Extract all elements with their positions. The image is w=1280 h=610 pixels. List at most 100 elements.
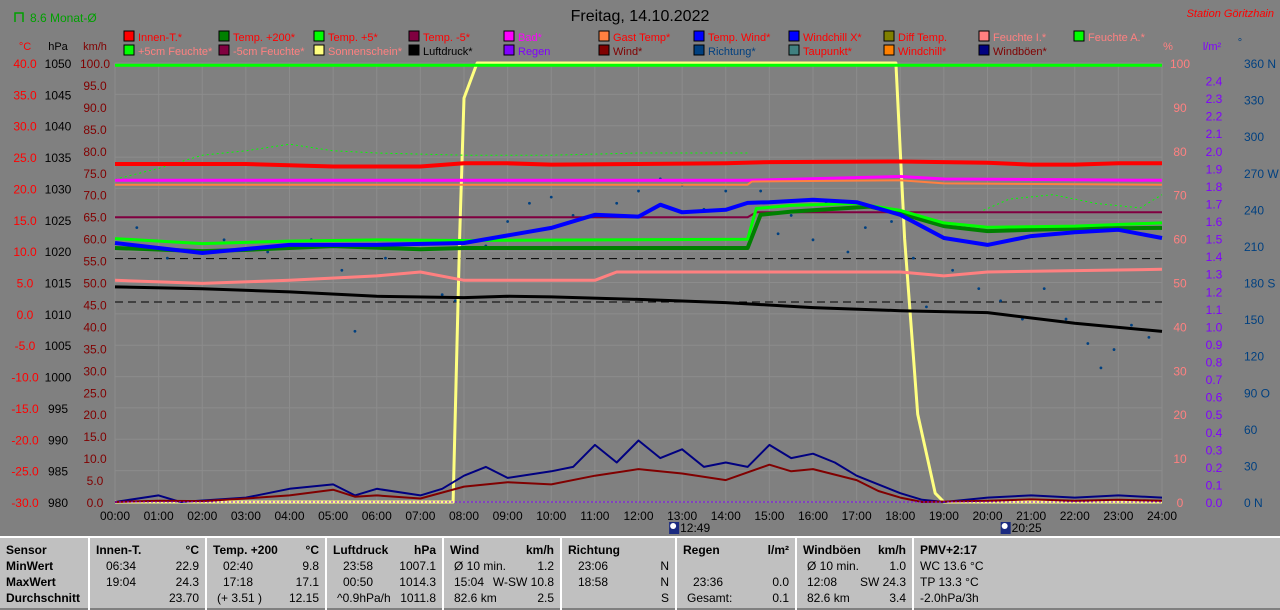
legend-item: Luftdruck* <box>423 46 473 58</box>
series-temp-5 <box>114 202 1163 246</box>
legend-item: Temp. -5* <box>423 32 471 44</box>
column-luftdruck: Luftdruck hPa 23:58 1007.1 00:50 1014.3 ^0.9hP… <box>325 538 442 610</box>
axis-tick-deg: 240 <box>1244 203 1264 217</box>
axis-tick-pct: 80 <box>1173 145 1187 159</box>
legend-swatch <box>503 30 515 42</box>
axis-unit-kmh: km/h <box>83 41 107 53</box>
richtung-point <box>999 299 1002 303</box>
column-unit: l/m² <box>767 543 789 557</box>
axis-tick-pct: 40 <box>1173 320 1187 334</box>
axis-tick-rain: 0.2 <box>1206 461 1223 475</box>
legend-item: Wind* <box>613 46 643 58</box>
x-tick-label: 06:00 <box>362 509 392 523</box>
legend-item: Bad* <box>518 32 543 44</box>
cell-time: Ø 10 min. <box>454 559 507 573</box>
column-windb-en: Windböen km/h Ø 10 min. 1.0 12:08 SW 24.3 82.6… <box>795 538 912 610</box>
axis-tick-hPa: 1030 <box>45 182 72 196</box>
richtung-point <box>977 287 981 290</box>
cell-value: 1011.8 <box>400 591 436 605</box>
legend-swatch <box>883 30 895 42</box>
cell-value: 1014.3 <box>399 575 436 589</box>
axis-unit-deg: ° <box>1238 37 1242 49</box>
series-temp-wind <box>114 197 1163 255</box>
cell-value: N <box>660 575 669 589</box>
axis-unit-pct: % <box>1163 41 1173 53</box>
legend-item: Feuchte A.* <box>1088 32 1146 44</box>
legend-swatch <box>123 44 135 56</box>
axis-tick-rain: 1.4 <box>1206 250 1223 264</box>
station-name: Station Göritzhain <box>1187 8 1274 20</box>
axis-tick-kmh: 40.0 <box>83 320 107 334</box>
richtung-point <box>776 232 780 236</box>
legend-item: Diff Temp. <box>898 32 947 44</box>
x-tick-label: 17:00 <box>842 509 872 523</box>
axis-tick-kmh: 90.0 <box>83 101 107 115</box>
x-tick-label: 22:00 <box>1060 509 1090 523</box>
column-wind: Wind km/h Ø 10 min. 1.2 15:04 W-SW 10.8 82.6 k… <box>442 538 560 610</box>
series-feuchte-i <box>114 267 1163 285</box>
sensor-header: Sensor <box>6 543 47 557</box>
column-unit: hPa <box>413 543 436 557</box>
legend-swatch <box>1073 30 1085 42</box>
axis-tick-C: 5.0 <box>17 277 34 291</box>
legend-item: Innen-T.* <box>138 32 183 44</box>
cell-time: (+ 3.51 ) <box>217 591 263 605</box>
richtung-point <box>135 226 139 230</box>
axis-tick-hPa: 1020 <box>45 245 72 259</box>
axis-tick-kmh: 35.0 <box>83 342 107 356</box>
legend-swatch <box>883 44 895 56</box>
axis-tick-rain: 2.3 <box>1206 92 1223 106</box>
axis-tick-deg: 300 <box>1244 130 1264 144</box>
month-average-icon <box>14 12 24 22</box>
weather-chart: Freitag, 14.10.2022 Station Göritzhain 8.6… <box>11 8 1279 535</box>
axis-tick-deg: 0 N <box>1244 496 1263 510</box>
axis-tick-pct: 60 <box>1173 233 1187 247</box>
series-wind <box>114 463 1163 503</box>
cell-time: 12:08 <box>807 575 838 589</box>
cell-time: 00:50 <box>343 575 374 589</box>
richtung-point <box>1099 366 1103 370</box>
richtung-point <box>1130 323 1133 327</box>
axis-tick-C: 20.0 <box>13 182 37 196</box>
axis-tick-pct: 10 <box>1173 452 1187 466</box>
axis-tick-kmh: 5.0 <box>87 474 104 488</box>
axis-tick-hPa: 1040 <box>45 120 72 134</box>
x-tick-label: 20:00 <box>972 509 1002 523</box>
axis-tick-C: 30.0 <box>13 120 37 134</box>
legend-swatch <box>693 44 705 56</box>
series-gast-temp <box>115 179 1163 186</box>
axis-tick-C: 25.0 <box>13 151 37 165</box>
legend-swatch <box>408 30 420 42</box>
x-tick-label: 03:00 <box>231 509 261 523</box>
richtung-point <box>789 214 793 217</box>
axis-unit-C: °C <box>19 41 31 53</box>
axis-unit-hPa: hPa <box>48 41 68 53</box>
axis-tick-C: 0.0 <box>17 308 34 322</box>
axis-tick-deg: 210 <box>1244 240 1264 254</box>
chart-title: Freitag, 14.10.2022 <box>571 8 710 25</box>
axis-tick-kmh: 80.0 <box>83 145 107 159</box>
legend-swatch <box>408 44 420 56</box>
x-tick-label: 01:00 <box>144 509 174 523</box>
axis-tick-deg: 120 <box>1244 350 1264 364</box>
axis-tick-hPa: 980 <box>48 496 68 510</box>
legend-item: Sonnenschein* <box>328 46 403 58</box>
richtung-point <box>1042 287 1046 290</box>
axis-tick-kmh: 0.0 <box>87 496 104 510</box>
x-tick-label: 19:00 <box>929 509 959 523</box>
axis-tick-rain: 1.1 <box>1206 303 1223 317</box>
axis-tick-rain: 0.8 <box>1206 356 1223 370</box>
sensor-column: Sensor MinWert MaxWert Durchschnitt <box>0 538 88 610</box>
cell-value: 1.0 <box>889 559 906 573</box>
axis-tick-C: 15.0 <box>13 214 37 228</box>
axis-tick-rain: 2.2 <box>1206 110 1223 124</box>
richtung-point <box>440 293 444 297</box>
axis-tick-deg: 150 <box>1244 313 1264 327</box>
axis-tick-kmh: 30.0 <box>83 364 107 378</box>
richtung-point <box>846 250 850 254</box>
axis-tick-deg: 90 O <box>1244 386 1270 400</box>
axis-tick-kmh: 95.0 <box>83 79 107 93</box>
pmv-windchill: WC 13.6 °C <box>920 559 984 573</box>
axis-tick-hPa: 1005 <box>45 339 72 353</box>
axis-tick-rain: 1.7 <box>1206 197 1223 211</box>
